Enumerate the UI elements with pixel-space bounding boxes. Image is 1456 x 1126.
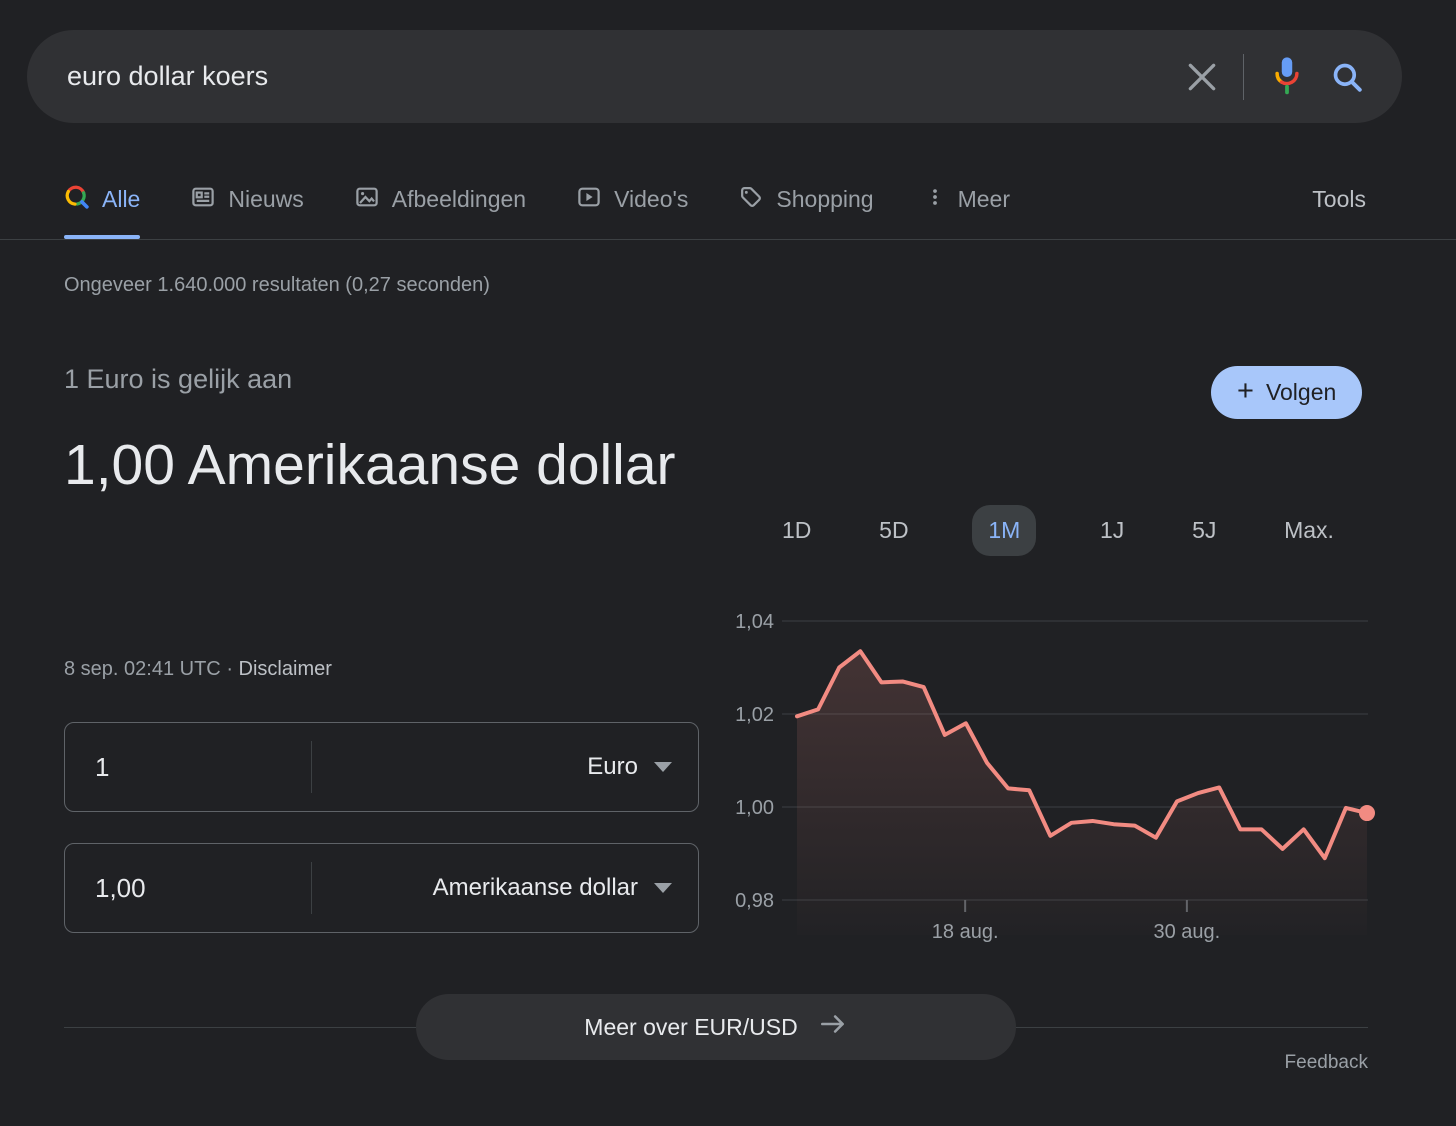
from-currency-select[interactable]: Euro — [587, 753, 698, 781]
range-1j[interactable]: 1J — [1100, 516, 1125, 543]
search-bar-actions — [1188, 53, 1402, 100]
tab-videos[interactable]: Video's — [576, 160, 688, 239]
tab-label: Nieuws — [228, 186, 304, 212]
tab-shopping[interactable]: Shopping — [738, 160, 874, 239]
feedback-link[interactable]: Feedback — [1284, 1052, 1368, 1073]
tab-label: Shopping — [776, 186, 874, 212]
range-5d[interactable]: 5D — [879, 516, 909, 543]
search-bar: euro dollar koers — [27, 30, 1402, 123]
svg-text:1,02: 1,02 — [735, 704, 774, 726]
conversion-result: 1,00 Amerikaanse dollar — [64, 433, 676, 497]
voice-search-icon[interactable] — [1271, 55, 1303, 99]
videos-icon — [576, 184, 602, 216]
tab-label: Video's — [614, 186, 689, 212]
tools-button[interactable]: Tools — [1312, 186, 1366, 212]
tab-label: Alle — [102, 186, 141, 212]
range-1d[interactable]: 1D — [782, 516, 812, 543]
images-icon — [354, 184, 380, 216]
chevron-down-icon — [654, 883, 672, 893]
search-bar-divider — [1243, 53, 1244, 100]
converter-to-row: 1,00 Amerikaanse dollar — [64, 843, 699, 933]
more-button-label: Meer over EUR/USD — [584, 1013, 798, 1040]
plus-icon: + — [1237, 375, 1254, 407]
news-icon — [190, 184, 216, 216]
more-menu-icon — [924, 184, 946, 216]
search-input[interactable]: euro dollar koers — [67, 61, 269, 91]
tab-label: Meer — [957, 186, 1010, 212]
disclaimer-link[interactable]: Disclaimer — [238, 658, 332, 680]
svg-text:0,98: 0,98 — [735, 890, 774, 912]
tab-afbeeldingen[interactable]: Afbeeldingen — [354, 160, 526, 239]
range-max[interactable]: Max. — [1284, 516, 1334, 543]
active-tab-underline — [64, 235, 141, 239]
more-about-eurusd-button[interactable]: Meer over EUR/USD — [416, 994, 1016, 1060]
to-currency-select[interactable]: Amerikaanse dollar — [433, 874, 698, 902]
converter-from-row: 1 Euro — [64, 722, 699, 812]
tab-alle[interactable]: Alle — [64, 160, 141, 239]
tab-label: Afbeeldingen — [391, 186, 527, 212]
svg-text:1,00: 1,00 — [735, 797, 774, 819]
range-1m[interactable]: 1M — [972, 504, 1037, 556]
colorful-magnifier-icon — [64, 184, 90, 216]
svg-text:1,04: 1,04 — [735, 611, 774, 633]
search-submit-icon[interactable] — [1330, 60, 1364, 94]
result-stats: Ongeveer 1.640.000 resultaten (0,27 seco… — [64, 274, 490, 296]
rate-chart-svg: 1,041,021,000,9818 aug.30 aug. — [735, 611, 1375, 943]
from-currency-label: Euro — [587, 753, 638, 780]
from-amount-input[interactable]: 1 — [95, 751, 110, 782]
conversion-heading: 1 Euro is gelijk aan — [64, 364, 293, 394]
follow-button[interactable]: + Volgen — [1211, 366, 1363, 419]
tab-meer[interactable]: Meer — [924, 160, 1010, 239]
range-5j[interactable]: 5J — [1192, 516, 1217, 543]
tab-nieuws[interactable]: Nieuws — [190, 160, 304, 239]
arrow-right-icon — [818, 1011, 848, 1043]
shopping-tag-icon — [738, 184, 764, 216]
rate-timestamp-row: 8 sep. 02:41 UTC · Disclaimer — [64, 658, 332, 681]
separator-dot: · — [226, 658, 233, 680]
chart-range-buttons: 1D 5D 1M 1J 5J Max. — [778, 502, 1338, 558]
converter-field-divider — [311, 862, 312, 914]
rate-chart[interactable]: 1,041,021,000,9818 aug.30 aug. — [720, 600, 1380, 950]
chevron-down-icon — [654, 762, 672, 772]
to-currency-label: Amerikaanse dollar — [432, 874, 638, 901]
result-tabs: Alle Nieuws Afbeeldingen — [0, 160, 1456, 240]
to-amount-input[interactable]: 1,00 — [95, 872, 146, 903]
clear-search-icon[interactable] — [1188, 63, 1216, 91]
converter-field-divider — [311, 741, 312, 793]
rate-timestamp: 8 sep. 02:41 UTC — [64, 658, 221, 680]
follow-button-label: Volgen — [1265, 379, 1337, 405]
